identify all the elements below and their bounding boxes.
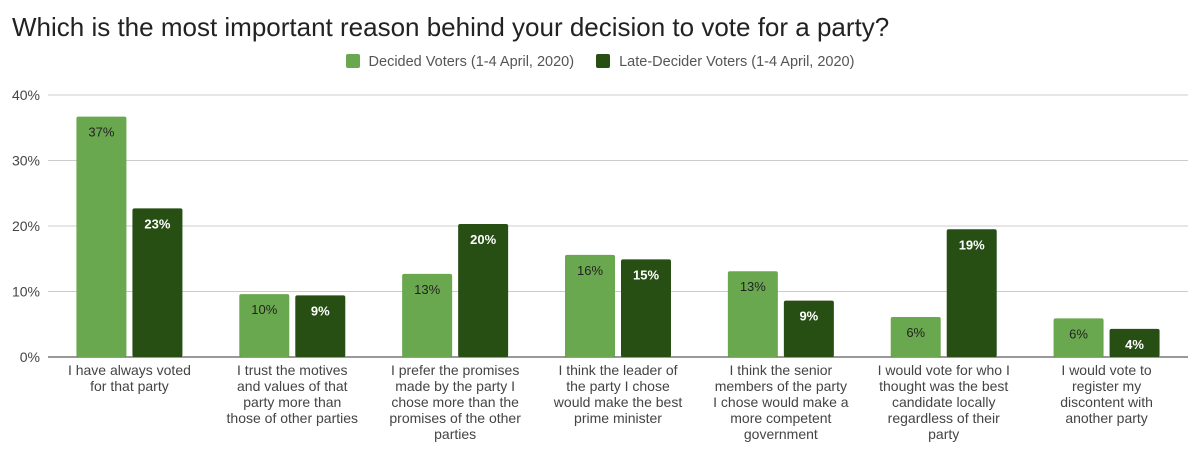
legend-swatch-decided: [345, 54, 360, 69]
bar-late-decider: [458, 224, 509, 357]
x-category-label: I think the senior members of the party I …: [713, 362, 849, 442]
bar-decided: [402, 273, 453, 357]
x-category-label-line: another party: [1065, 410, 1148, 426]
x-category-label: I trust the motives and values of that par…: [227, 362, 359, 426]
data-label-late-decider: 9%: [799, 309, 818, 324]
x-category-label-line: and values of that: [237, 378, 348, 394]
x-category-label: I prefer the promises made by the party I…: [389, 362, 521, 442]
x-category-label-line: parties: [434, 426, 476, 442]
data-label-decided: 10%: [251, 302, 277, 317]
data-label-decided: 6%: [906, 325, 925, 340]
bar-decided: [76, 116, 127, 358]
x-category-label-line: chose more than the: [391, 394, 519, 410]
legend-item-late-decider: Late-Decider Voters (1-4 April, 2020): [596, 54, 854, 70]
x-category-label-line: I trust the motives: [237, 362, 347, 378]
x-category-label-line: government: [744, 426, 818, 442]
x-category-label-line: I prefer the promises: [391, 362, 519, 378]
x-category-label: I think the leader of the party I chose wo…: [553, 362, 683, 426]
data-label-decided: 13%: [414, 282, 440, 297]
bar-decided: [239, 294, 290, 357]
x-category-label-line: discontent with: [1060, 394, 1153, 410]
x-category-label-line: candidate locally: [892, 394, 996, 410]
x-category-label-line: party more than: [243, 394, 341, 410]
y-tick-label: 10%: [12, 284, 40, 300]
x-category-label-line: regardless of their: [888, 410, 1000, 426]
bar-late-decider: [946, 229, 997, 357]
bar-late-decider: [295, 295, 346, 357]
legend: Decided Voters (1-4 April, 2020) Late-De…: [0, 54, 1200, 70]
x-category-label-line: more competent: [730, 410, 831, 426]
bar-late-decider: [621, 259, 671, 357]
legend-item-decided: Decided Voters (1-4 April, 2020): [345, 54, 575, 71]
x-category-label: I have always voted for that party: [68, 362, 191, 394]
bar-decided: [1053, 318, 1104, 357]
bar-late-decider: [783, 300, 834, 357]
bar-decided: [727, 271, 778, 357]
x-category-label-line: I think the leader of: [558, 362, 677, 378]
y-tick-label: 40%: [12, 87, 40, 103]
x-category-label-line: register my: [1072, 378, 1141, 394]
x-category-label-line: would make the best: [553, 394, 683, 410]
bar-late-decider: [1109, 328, 1160, 357]
x-category-label-line: made by the party I: [395, 378, 515, 394]
x-category-label-line: I chose would make a: [713, 394, 849, 410]
chart-title: Which is the most important reason behin…: [12, 12, 890, 42]
x-category-label-line: I would vote to: [1061, 362, 1151, 378]
x-category-label-line: thought was the best: [879, 378, 1008, 394]
x-category-label-line: members of the party: [715, 378, 847, 394]
x-category-label-line: for that party: [90, 378, 169, 394]
data-label-decided: 16%: [577, 263, 603, 278]
x-category-label-line: promises of the other: [389, 410, 521, 426]
y-tick-label: 20%: [12, 218, 40, 234]
data-label-late-decider: 15%: [633, 267, 659, 282]
data-label-late-decider: 4%: [1125, 337, 1144, 352]
bar-late-decider: [132, 208, 183, 357]
bar-decided: [890, 317, 941, 357]
legend-label-late-decider: Late-Decider Voters (1-4 April, 2020): [619, 54, 855, 71]
data-label-decided: 37%: [88, 125, 114, 140]
y-tick-label: 0%: [20, 349, 40, 365]
x-category-label-line: I have always voted: [68, 362, 191, 378]
data-label-late-decider: 20%: [470, 232, 496, 247]
y-tick-label: 30%: [12, 153, 40, 169]
x-category-label-line: prime minister: [574, 410, 662, 426]
data-label-late-decider: 23%: [144, 216, 170, 231]
data-label-late-decider: 19%: [959, 237, 985, 252]
data-label-late-decider: 9%: [311, 303, 330, 318]
data-label-decided: 13%: [740, 279, 766, 294]
bar-decided: [565, 254, 615, 357]
data-label-decided: 6%: [1069, 326, 1088, 341]
x-category-label: I would vote to register my discontent wit…: [1060, 362, 1153, 426]
x-category-label-line: party: [928, 426, 959, 442]
legend-swatch-late-decider: [596, 54, 611, 69]
x-category-label-line: those of other parties: [227, 410, 359, 426]
x-category-label-line: the party I chose: [566, 378, 670, 394]
x-category-label-line: I think the senior: [729, 362, 832, 378]
legend-label-decided: Decided Voters (1-4 April, 2020): [368, 54, 575, 71]
x-category-label-line: I would vote for who I: [878, 362, 1010, 378]
